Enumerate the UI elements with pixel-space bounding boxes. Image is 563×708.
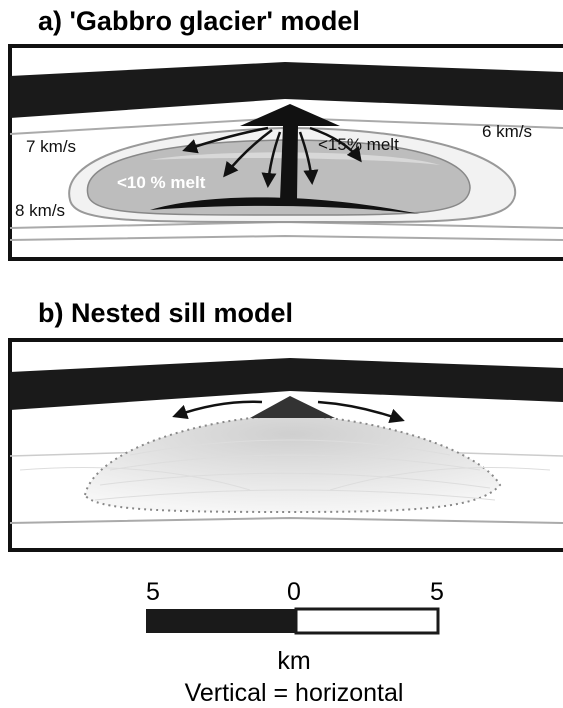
melt-label: <10 % melt (117, 173, 206, 192)
scale-tick-label: 0 (287, 578, 301, 606)
panel-b (10, 340, 563, 550)
scale-unit: km (277, 647, 310, 675)
scale-note: Vertical = horizontal (185, 679, 404, 707)
scale-bar: 5 0 5 km Vertical = horizontal (146, 578, 444, 707)
melt-label: <15% melt (318, 135, 399, 154)
scale-tick-label: 5 (430, 578, 444, 606)
figure: a) 'Gabbro glacier' model 7 km/s 6 km/s … (0, 0, 563, 708)
velocity-label: 8 km/s (15, 201, 65, 220)
velocity-label: 7 km/s (26, 137, 76, 156)
panel-title: a) 'Gabbro glacier' model (38, 6, 360, 36)
velocity-label: 6 km/s (482, 122, 532, 141)
panel-title: b) Nested sill model (38, 298, 293, 328)
scale-tick-label: 5 (146, 578, 160, 606)
panel-a: 7 km/s 6 km/s 8 km/s <15% melt <10 % mel… (10, 46, 563, 259)
